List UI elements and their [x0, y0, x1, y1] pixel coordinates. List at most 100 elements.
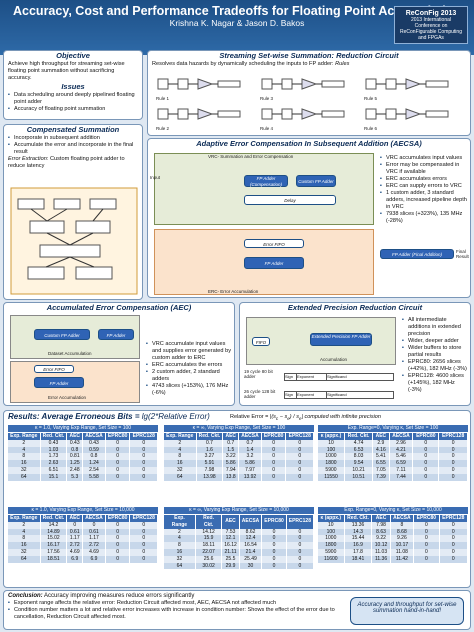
table-cell: 2.96	[389, 439, 414, 447]
table-cell: 0	[413, 542, 440, 549]
table-header: Exp. Range	[164, 515, 196, 529]
table-cell: 0	[261, 466, 287, 474]
aec-list: VRC accumulate input values and supplies…	[142, 341, 234, 397]
table-cell: 14.12	[195, 528, 223, 536]
results-title: Results: Average Erroneous Bits = lg(2*R…	[8, 412, 210, 421]
table-cell: 4	[164, 535, 196, 543]
table-cell: 0	[286, 542, 315, 549]
table-cell: 0	[438, 439, 468, 447]
table-header: EPRC80	[261, 515, 287, 529]
table-cell: 0	[105, 466, 131, 474]
table-cell: 0	[261, 446, 287, 454]
table-cell: 3.27	[196, 453, 224, 461]
table-cell: 25.5	[221, 555, 240, 563]
results-table: Exp. Range Red. Ckt. AEC AECSA EPRC80 EPRC128…	[164, 433, 314, 481]
table-cell: 0.43	[66, 439, 84, 447]
table-header: AECSA	[239, 515, 263, 529]
list-item: ERC can supply errors to VRC	[380, 183, 468, 190]
table-cell: 0.61	[82, 528, 106, 536]
table-cell: 0	[412, 446, 440, 454]
dataset-acc-label: Dataset Accumulation	[48, 351, 92, 356]
table-cell: 0	[261, 548, 287, 556]
list-item: Accumulate the error and incorporate in …	[8, 142, 138, 156]
table-cell: 0	[285, 460, 314, 467]
table-header: AEC	[371, 515, 391, 522]
eprc-acc-label: Accumulation	[320, 357, 348, 362]
table-cell: 5.86	[222, 460, 240, 467]
table-cell: 11.08	[390, 548, 415, 556]
table-cell: 0	[438, 460, 468, 467]
table-cell: 32	[8, 466, 41, 474]
poster-title: Accuracy, Cost and Performance Tradeoffs…	[13, 4, 461, 18]
table-header: Red. Ckt.	[195, 515, 223, 529]
table-row: 5900 10.21 7.05 7.11 0 0	[318, 466, 468, 474]
table-header: EPRC128	[129, 433, 158, 440]
table-header: AECSA	[82, 515, 106, 522]
table-cell: 1800	[318, 460, 345, 467]
table-cell: 0	[129, 466, 158, 474]
aec-error-fifo: Error FIFO	[34, 365, 74, 373]
table-cell: 0	[261, 460, 287, 467]
list-item: EPRC128: 4600 slices (+145%), 182 MHz (-…	[402, 373, 468, 394]
comp-list: Incorporate in subsequent addition Accum…	[4, 135, 142, 156]
issues-title: Issues	[61, 82, 85, 91]
table-row: 1000 15.44 9.22 9.26 0 0	[318, 535, 469, 543]
table-header: EPRC80	[105, 515, 131, 522]
table-cell: 15.02	[40, 535, 68, 543]
table-cell: 6.9	[82, 555, 106, 563]
table-cell: 0	[439, 548, 469, 556]
table-cell: 1000	[318, 535, 345, 543]
table-header: AEC	[66, 433, 84, 440]
table-cell: 7.11	[389, 466, 414, 474]
fp-adder-final: FP Adder (Final Addition)	[380, 249, 454, 259]
table-cell: 7.97	[238, 466, 262, 474]
table-cell: 16	[164, 548, 196, 556]
table-cell: 6.9	[66, 555, 84, 563]
table-header: AEC	[221, 515, 240, 529]
list-item: Error may be compensated in VRC if avail…	[380, 162, 468, 176]
table-cell: 0	[105, 542, 131, 549]
comp-note: Error Extraction: Custom floating point …	[8, 156, 125, 169]
table-header: EPRC128	[439, 515, 469, 522]
table-cell: 32	[164, 555, 196, 563]
table-cell: 30	[239, 562, 263, 570]
rule-label: Rule 6	[364, 126, 378, 131]
final-result-label: Final Result	[456, 249, 469, 259]
table-cell: 16.17	[40, 542, 68, 549]
table-row: 1000 8.03 5.41 5.46 0 0	[318, 453, 468, 461]
table-cell: 2.72	[82, 542, 106, 549]
table-cell: 2	[8, 439, 41, 447]
aec-title: Accumulated Error Compensation (AEC)	[46, 303, 192, 312]
table-cell: 64	[8, 555, 41, 563]
table-row: 16 5.91 5.86 5.86 0 0	[164, 460, 314, 467]
table-cell: 0.43	[40, 439, 68, 447]
table-row: 16 22.07 21.11 21.4 0 0	[164, 548, 315, 556]
table-row: 100 14.3 8.63 8.68 0 0	[318, 528, 469, 536]
table-cell: 0	[438, 466, 468, 474]
table-row: 4 1.6 1.5 1.4 0 0	[164, 446, 314, 454]
aec-custom-adder: Custom FP Adder	[34, 329, 90, 340]
reduction-circuit-panel: Streaming Set-wise Summation: Reduction …	[147, 50, 471, 136]
table-cell: 5.41	[372, 453, 390, 461]
table-cell: 11.03	[371, 548, 391, 556]
bit128-label: 26 cycle 128 bit adder	[244, 389, 276, 399]
table-cell: 16.9	[344, 542, 373, 549]
results-table: Exp. Range Red. Ckt. AEC AECSA EPRC80 EPRC128…	[8, 515, 158, 563]
table-cell: 11550	[318, 473, 345, 481]
fp-adder-compensation: FP Adder (Compensation)	[244, 175, 288, 187]
table-cell: 0	[129, 439, 158, 447]
table-cell: 0	[129, 528, 158, 536]
table-cell: 22.07	[195, 548, 223, 556]
table-cell: 0	[438, 473, 468, 481]
table-cell: 7.53	[221, 528, 240, 536]
table-cell: 0.43	[82, 439, 106, 447]
table-cell: 0.7	[196, 439, 224, 447]
table-cell: 3.22	[222, 453, 240, 461]
table-header: AEC	[372, 433, 390, 440]
custom-adder-diagram	[10, 187, 138, 295]
comp-title: Compensated Summation	[26, 125, 120, 134]
results-table: Exp. Range Red. Ckt. AEC AECSA EPRC80 EPRC128…	[164, 515, 315, 570]
table-header: Red. Ckt.	[40, 433, 68, 440]
eprc-list: All intermediate additions in extended p…	[398, 317, 470, 394]
list-item: Wider, deeper adder	[402, 338, 468, 345]
